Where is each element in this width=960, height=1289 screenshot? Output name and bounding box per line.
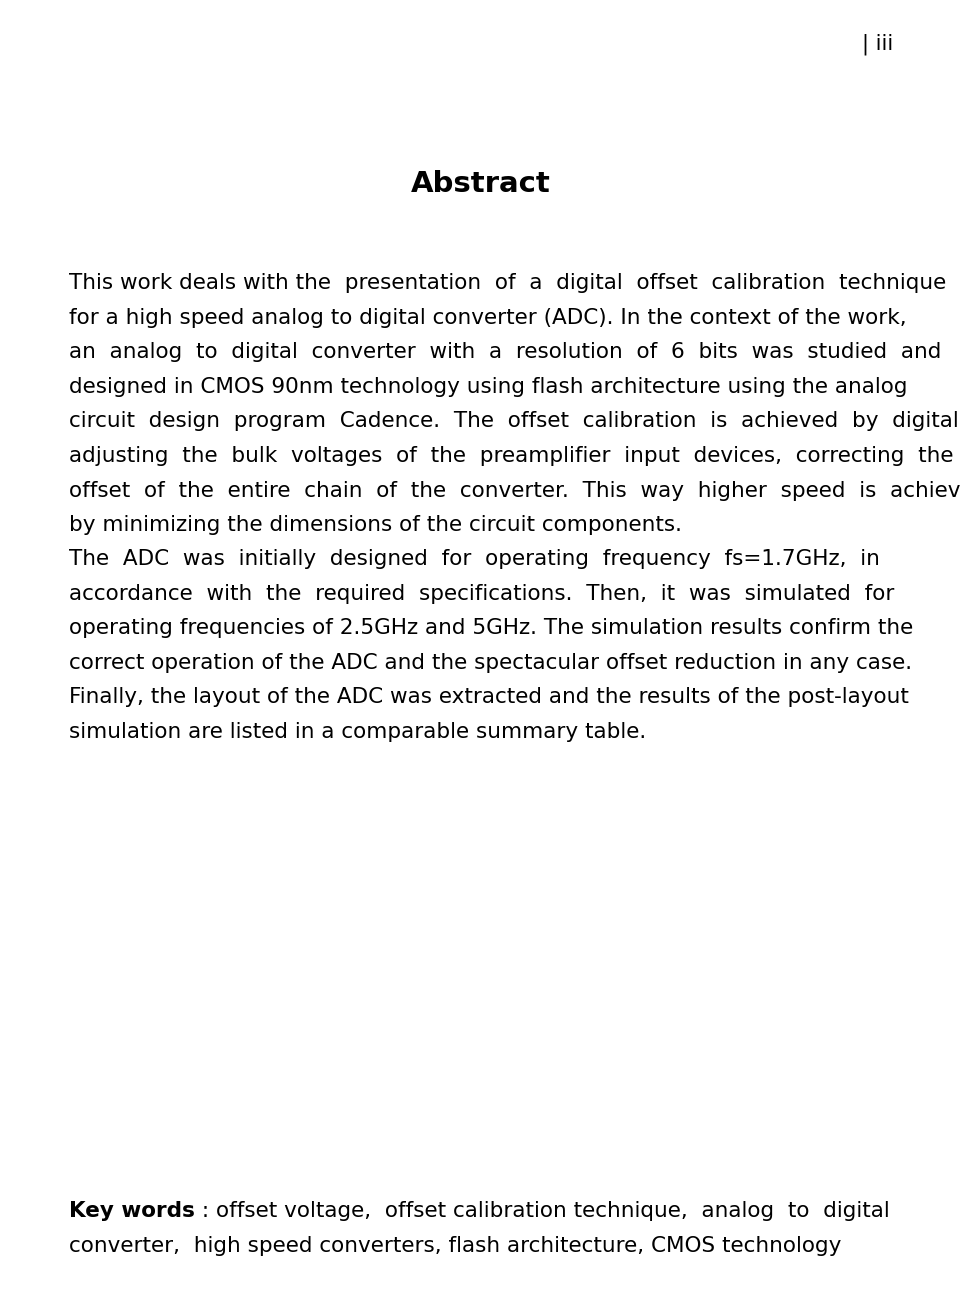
Text: correct operation of the ADC and the spectacular offset reduction in any case.: correct operation of the ADC and the spe…	[69, 652, 912, 673]
Text: an  analog  to  digital  converter  with  a  resolution  of  6  bits  was  studi: an analog to digital converter with a re…	[69, 343, 942, 362]
Text: converter,  high speed converters, flash architecture, CMOS technology: converter, high speed converters, flash …	[69, 1236, 842, 1255]
Text: designed in CMOS 90nm technology using flash architecture using the analog: designed in CMOS 90nm technology using f…	[69, 376, 907, 397]
Text: Abstract: Abstract	[411, 170, 551, 199]
Text: offset  of  the  entire  chain  of  the  converter.  This  way  higher  speed  i: offset of the entire chain of the conver…	[69, 481, 960, 500]
Text: This work deals with the  presentation  of  a  digital  offset  calibration  tec: This work deals with the presentation of…	[69, 273, 947, 294]
Text: for a high speed analog to digital converter (ADC). In the context of the work,: for a high speed analog to digital conve…	[69, 308, 907, 327]
Text: circuit  design  program  Cadence.  The  offset  calibration  is  achieved  by  : circuit design program Cadence. The offs…	[69, 411, 960, 432]
Text: The  ADC  was  initially  designed  for  operating  frequency  fs=1.7GHz,  in: The ADC was initially designed for opera…	[69, 549, 880, 570]
Text: : offset voltage,  offset calibration technique,  analog  to  digital: : offset voltage, offset calibration tec…	[195, 1201, 890, 1222]
Text: by minimizing the dimensions of the circuit components.: by minimizing the dimensions of the circ…	[69, 516, 683, 535]
Text: Finally, the layout of the ADC was extracted and the results of the post-layout: Finally, the layout of the ADC was extra…	[69, 687, 909, 708]
Text: Key words: Key words	[69, 1201, 195, 1222]
Text: | iii: | iii	[861, 34, 893, 55]
Text: adjusting  the  bulk  voltages  of  the  preamplifier  input  devices,  correcti: adjusting the bulk voltages of the pream…	[69, 446, 953, 467]
Text: simulation are listed in a comparable summary table.: simulation are listed in a comparable su…	[69, 722, 646, 742]
Text: operating frequencies of 2.5GHz and 5GHz. The simulation results confirm the: operating frequencies of 2.5GHz and 5GHz…	[69, 619, 913, 638]
Text: accordance  with  the  required  specifications.  Then,  it  was  simulated  for: accordance with the required specificati…	[69, 584, 895, 603]
